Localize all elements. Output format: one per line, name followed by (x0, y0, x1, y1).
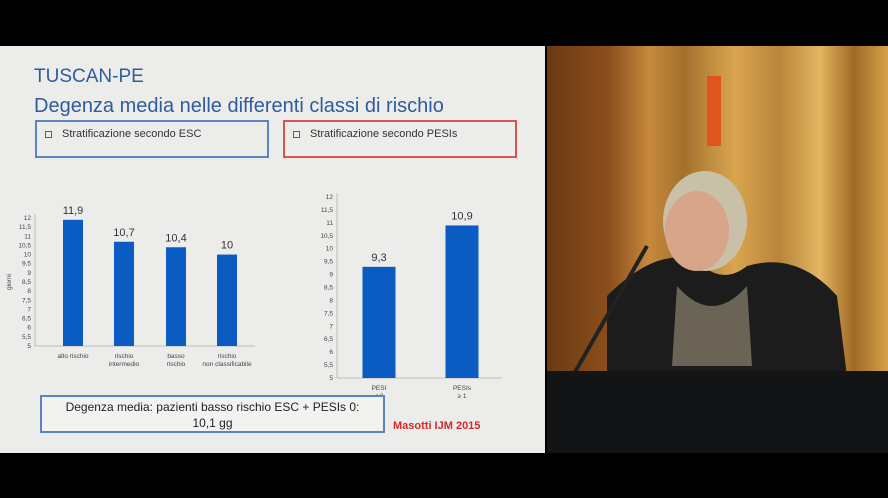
pesi-box-label: Stratificazione secondo PESIs (310, 128, 458, 140)
y-tick-label: 8 (329, 297, 333, 304)
bar (63, 219, 83, 346)
y-tick-label: 9,5 (324, 259, 333, 266)
data-label: 9,3 (371, 252, 386, 264)
presentation-slide: TUSCAN-PE Degenza media nelle differenti… (0, 46, 545, 453)
y-tick-label: 10,5 (320, 233, 333, 240)
y-tick-label: 7 (27, 306, 31, 313)
category-label: PESI (372, 385, 387, 392)
data-label: 10,7 (113, 227, 134, 239)
esc-box-label: Stratificazione secondo ESC (62, 128, 202, 140)
speaker-scene (547, 76, 888, 453)
y-axis-label: giorni (6, 274, 13, 290)
y-tick-label: 10 (24, 252, 32, 259)
y-tick-label: 10 (326, 246, 334, 253)
category-label: PESIs (453, 385, 472, 392)
bar (166, 247, 186, 346)
overlay-line-1: Degenza media: pazienti basso rischio ES… (65, 400, 360, 414)
y-tick-label: 8 (27, 288, 31, 295)
bar (217, 254, 237, 346)
y-tick-label: 11 (326, 220, 333, 227)
y-tick-label: 12 (326, 194, 334, 201)
curtain-ornament (707, 76, 721, 146)
lectern (547, 371, 888, 453)
y-tick-label: 6,5 (324, 336, 333, 343)
pesi-stratification-box: Stratificazione secondo PESIs (283, 120, 517, 158)
category-label: rischio (218, 353, 237, 360)
bullet-square-icon (45, 130, 52, 138)
y-tick-label: 12 (24, 215, 32, 222)
slide-subtitle: Degenza media nelle differenti classi di… (34, 95, 444, 117)
y-tick-label: 7 (329, 323, 333, 330)
category-label: basso (167, 353, 185, 360)
category-label: rischio (115, 353, 134, 360)
y-tick-label: 7,5 (324, 310, 333, 317)
y-tick-label: 5 (329, 375, 333, 382)
category-label: non classificabile (202, 361, 252, 368)
y-tick-label: 11 (24, 233, 31, 240)
category-label: alto rischio (57, 353, 88, 360)
y-tick-label: 9 (329, 272, 333, 279)
y-tick-label: 5 (27, 343, 31, 350)
y-tick-label: 8,5 (22, 279, 31, 286)
bar (445, 225, 479, 378)
overlay-line-2: 10,1 gg (192, 416, 233, 430)
y-tick-label: 5,5 (324, 362, 333, 369)
citation: Masotti IJM 2015 (393, 420, 481, 432)
data-label: 10,4 (165, 232, 186, 244)
data-label: 10 (221, 240, 233, 252)
y-tick-label: 9,5 (22, 261, 31, 268)
y-tick-label: 7,5 (22, 297, 31, 304)
y-tick-label: 11,5 (321, 207, 334, 214)
data-label: 10,9 (451, 210, 472, 222)
y-tick-label: 6 (329, 349, 333, 356)
y-tick-label: 11,5 (19, 224, 32, 231)
y-tick-label: 6 (27, 325, 31, 332)
bar (114, 241, 134, 346)
bar-charts: 5 5,5 6 6,5 7 7,5 8 8,5 9 9,5 10 10,5 11 11,5 12 giorni… (6, 193, 502, 400)
speaker-face (665, 191, 729, 271)
speaker-video (547, 46, 888, 453)
category-label: rischio (167, 361, 186, 368)
y-tick-label: 9 (27, 270, 31, 277)
bullet-square-icon (293, 130, 300, 138)
y-tick-label: 5,5 (22, 334, 31, 341)
speaker-blouse (672, 286, 752, 366)
overlay-callout: Degenza media: pazienti basso rischio ES… (40, 395, 385, 433)
microphone-stand (565, 245, 649, 387)
category-label: intermedio (109, 361, 140, 368)
category-label: ≥ 1 (458, 393, 467, 400)
slide-title: TUSCAN-PE (34, 66, 144, 87)
data-label: 11,9 (63, 205, 84, 217)
esc-stratification-box: Stratificazione secondo ESC (35, 120, 269, 158)
y-tick-label: 10,5 (18, 242, 31, 249)
y-tick-label: 8,5 (324, 285, 333, 292)
bar (362, 266, 396, 378)
y-tick-label: 6,5 (22, 316, 31, 323)
